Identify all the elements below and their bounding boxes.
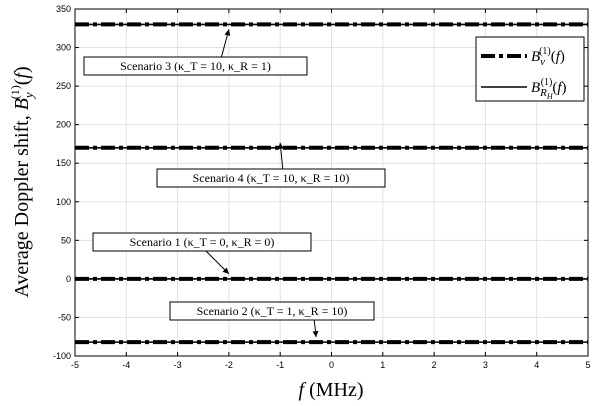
x-tick-label: 3 — [483, 360, 488, 370]
legend-label: Bν(1)(f) — [531, 46, 565, 68]
annotation-label: Scenario 3 (κ_T = 10, κ_R = 1) — [120, 59, 271, 73]
x-axis-label: f (MHz) — [299, 379, 364, 401]
x-tick-label: -2 — [225, 360, 233, 370]
y-tick-label: 50 — [61, 235, 71, 245]
y-tick-label: -50 — [58, 312, 71, 322]
x-tick-label: 2 — [432, 360, 437, 370]
annotation-label: Scenario 2 (κ_T = 1, κ_R = 10) — [197, 304, 348, 318]
annotation-label: Scenario 4 (κ_T = 10, κ_R = 10) — [193, 171, 350, 185]
annotation-label: Scenario 1 (κ_T = 0, κ_R = 0) — [130, 235, 275, 249]
x-tick-label: 1 — [380, 360, 385, 370]
annotation-arrow — [277, 142, 284, 172]
x-tick-label: -1 — [276, 360, 284, 370]
annotation: Scenario 2 (κ_T = 1, κ_R = 10) — [169, 301, 375, 338]
annotation: Scenario 3 (κ_T = 10, κ_R = 1) — [83, 29, 308, 76]
annotation-box — [83, 56, 308, 76]
annotations: Scenario 3 (κ_T = 10, κ_R = 1) Scenario 4… — [83, 29, 386, 338]
series-layer — [75, 22, 588, 345]
annotation: Scenario 1 (κ_T = 0, κ_R = 0) — [92, 232, 312, 275]
x-tick-label: 4 — [534, 360, 539, 370]
y-tick-label: 350 — [56, 4, 71, 14]
y-tick-label: 200 — [56, 120, 71, 130]
x-tick-label: -3 — [174, 360, 182, 370]
x-tick-label: -5 — [71, 360, 79, 370]
y-tick-label: 100 — [56, 197, 71, 207]
y-axis-label: Average Doppler shift, By(1)(f) — [8, 66, 36, 297]
annotation: Scenario 4 (κ_T = 10, κ_R = 10) — [156, 142, 386, 188]
y-tick-label: 250 — [56, 81, 71, 91]
legend-box — [475, 36, 585, 102]
x-tick-label: -4 — [122, 360, 130, 370]
annotation-arrow — [202, 247, 230, 275]
y-tick-label: -100 — [53, 351, 71, 361]
y-tick-label: 0 — [66, 274, 71, 284]
axes — [74, 8, 589, 357]
legend-label: BRH(1)(f) — [531, 77, 567, 101]
y-tick-label: 300 — [56, 43, 71, 53]
annotation-box — [169, 301, 375, 321]
y-tick-label: 150 — [56, 158, 71, 168]
annotation-arrow — [312, 317, 319, 338]
tick-labels: -5 -4 -3 -2 -1 0 1 2 3 4 5 -100 -50 0 50 100 150 200 250 30… — [53, 4, 591, 370]
x-tick-label: 5 — [585, 360, 590, 370]
legend: Bν(1)(f) BRH(1)(f) — [475, 36, 585, 102]
annotation-box — [156, 168, 386, 188]
annotation-box — [92, 232, 312, 252]
x-tick-label: 0 — [329, 360, 334, 370]
